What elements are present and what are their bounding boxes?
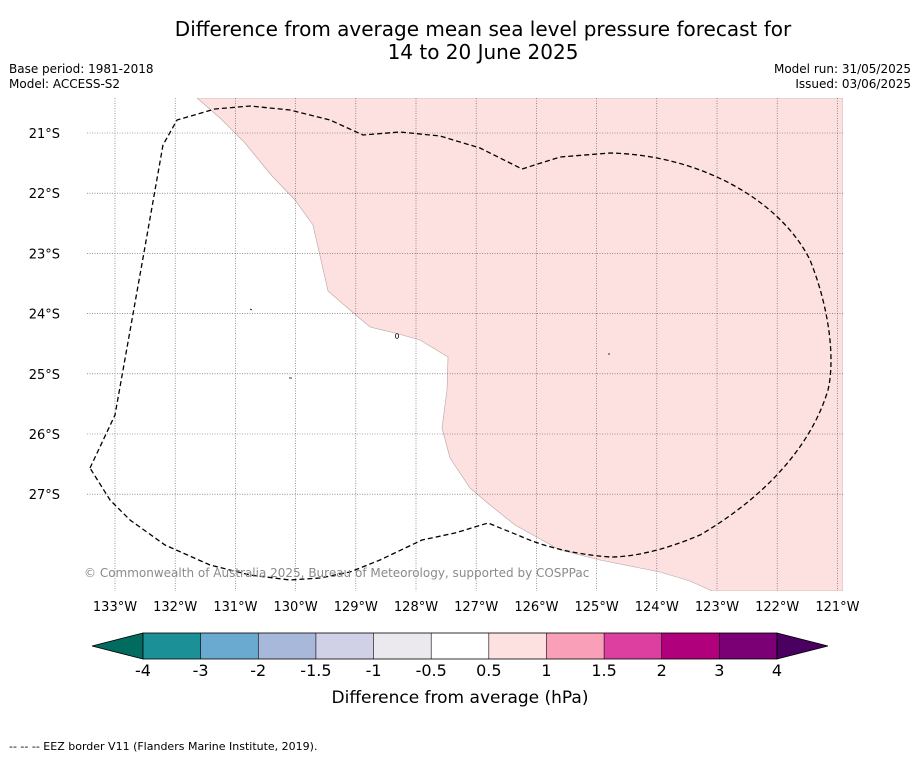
colorbar-cell bbox=[373, 633, 432, 659]
longitude-label: 125°W bbox=[575, 600, 619, 615]
latitude-label: 27°S bbox=[29, 488, 60, 503]
model-run: Model run: 31/05/2025 bbox=[773, 62, 911, 76]
anomaly-shading bbox=[196, 98, 843, 591]
issued-date: Issued: 03/06/2025 bbox=[795, 77, 911, 91]
colorbar-cell bbox=[546, 633, 605, 659]
colorbar-cell bbox=[315, 633, 374, 659]
eez-border bbox=[89, 105, 832, 581]
longitude-label: 128°W bbox=[394, 600, 438, 615]
colorbar-cells bbox=[143, 633, 778, 659]
longitude-label: 131°W bbox=[213, 600, 257, 615]
longitude-label: 133°W bbox=[93, 600, 137, 615]
latitude-label: 25°S bbox=[29, 368, 60, 383]
colorbar-tick-label: 3 bbox=[714, 661, 724, 680]
longitude-label: 124°W bbox=[635, 600, 679, 615]
latitude-label: 21°S bbox=[29, 127, 60, 142]
run-info: Model run: 31/05/2025 Issued: 03/06/2025 bbox=[774, 62, 911, 92]
longitude-label: 122°W bbox=[755, 600, 799, 615]
colorbar-cell bbox=[604, 633, 663, 659]
colorbar-tick-label: -4 bbox=[135, 661, 151, 680]
latitude-label: 26°S bbox=[29, 428, 60, 443]
colorbar-tick-label: 1.5 bbox=[591, 661, 616, 680]
colorbar-extend-low bbox=[91, 632, 144, 660]
copyright-notice: © Commonwealth of Australia 2025, Bureau… bbox=[84, 566, 589, 580]
title-line-1: Difference from average mean sea level p… bbox=[174, 17, 792, 41]
colorbar-outline bbox=[142, 632, 778, 660]
colorbar-tick-labels: -4 -3 -2 -1.5 -1 -0.5 0.5 1 1.5 2 3 4 bbox=[135, 661, 782, 680]
colorbar-tick-label: 0.5 bbox=[476, 661, 501, 680]
latitude-label: 24°S bbox=[29, 308, 60, 323]
colorbar-tick-label: -1.5 bbox=[300, 661, 331, 680]
colorbar-cell bbox=[431, 633, 490, 659]
colorbar-tick-label: -0.5 bbox=[416, 661, 447, 680]
latitude-label: 23°S bbox=[29, 247, 60, 262]
colorbar-tick-label: 1 bbox=[541, 661, 551, 680]
colorbar: -4 -3 -2 -1.5 -1 -0.5 0.5 1 1.5 2 3 4 Difference fr… bbox=[91, 632, 829, 708]
island-markers bbox=[249, 308, 610, 379]
longitude-label: 132°W bbox=[153, 600, 197, 615]
longitude-label: 127°W bbox=[454, 600, 498, 615]
longitude-label: 130°W bbox=[274, 600, 318, 615]
longitude-labels: 133°W 132°W 131°W 130°W 129°W 128°W 127°W 126°W… bbox=[93, 600, 860, 615]
colorbar-cell bbox=[143, 633, 201, 659]
colorbar-cell bbox=[661, 633, 720, 659]
colorbar-tick-label: 2 bbox=[657, 661, 667, 680]
colorbar-tick-label: -1 bbox=[366, 661, 382, 680]
model-name: Model: ACCESS-S2 bbox=[9, 77, 121, 91]
longitude-label: 129°W bbox=[334, 600, 378, 615]
colorbar-cell bbox=[258, 633, 317, 659]
graticule bbox=[87, 98, 843, 591]
base-period: Base period: 1981-2018 bbox=[9, 62, 154, 76]
colorbar-cell bbox=[200, 633, 259, 659]
map-title: Difference from average mean sea level p… bbox=[0, 18, 919, 64]
colorbar-tick-label: -3 bbox=[193, 661, 209, 680]
colorbar-cell bbox=[719, 633, 778, 659]
colorbar-tick-label: -2 bbox=[250, 661, 266, 680]
colorbar-extend-high bbox=[776, 632, 829, 660]
eez-legend-note: -- -- -- EEZ border V11 (Flanders Marine… bbox=[9, 740, 318, 753]
longitude-label: 123°W bbox=[695, 600, 739, 615]
longitude-label: 126°W bbox=[514, 600, 558, 615]
colorbar-cell bbox=[488, 633, 547, 659]
latitude-labels: 21°S 22°S 23°S 24°S 25°S 26°S 27°S bbox=[29, 127, 60, 503]
title-line-2: 14 to 20 June 2025 bbox=[387, 40, 579, 64]
latitude-label: 22°S bbox=[29, 187, 60, 202]
model-info: Base period: 1981-2018 Model: ACCESS-S2 bbox=[9, 62, 154, 92]
colorbar-tick-label: 4 bbox=[772, 661, 782, 680]
colorbar-title: Difference from average (hPa) bbox=[332, 688, 589, 708]
longitude-label: 121°W bbox=[815, 600, 859, 615]
